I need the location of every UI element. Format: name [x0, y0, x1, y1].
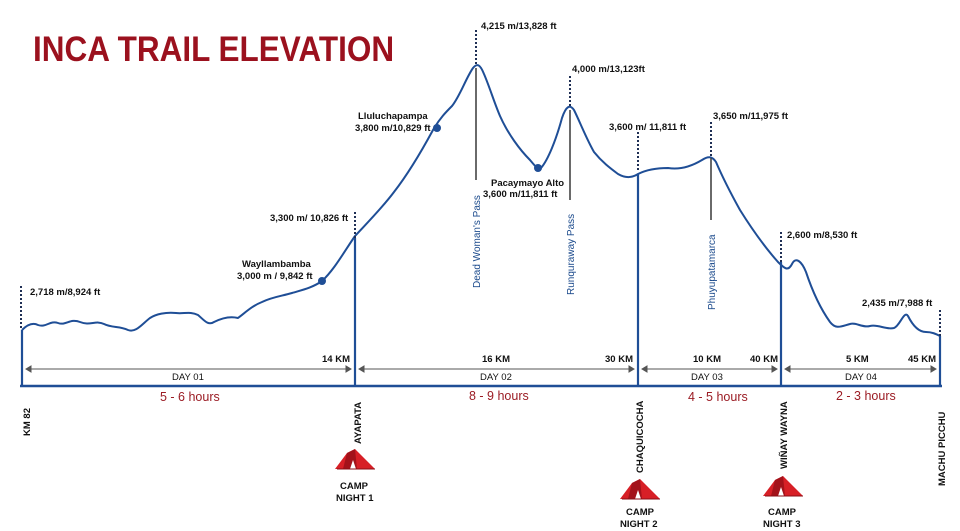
place-km82: KM 82	[22, 408, 33, 436]
waypoint-pacaymayo-dot	[534, 164, 542, 172]
km-marker-30: 30 KM	[605, 354, 633, 365]
lluluchapampa-name: Lluluchapampa	[358, 111, 428, 122]
waypoint-lluluchapampa-dot	[433, 124, 441, 132]
dead-womans-pass-label: Dead Woman's Pass	[472, 195, 483, 288]
runquraway-pass-label: Runquraway Pass	[566, 214, 577, 295]
wayllambamba-elevation: 3,000 m / 9,842 ft	[237, 271, 313, 282]
camp3-line1: CAMP	[768, 507, 797, 518]
day1-label: DAY 01	[172, 372, 204, 383]
start-elevation-label: 2,718 m/8,924 ft	[30, 287, 101, 298]
day4-arrow-right-head	[930, 365, 937, 373]
place-machu-picchu: MACHU PICCHU	[937, 411, 948, 486]
place-winay-wayna: WIÑAY WAYNA	[779, 401, 790, 469]
elevation-profile-line	[21, 64, 941, 337]
km-marker-5: 5 KM	[846, 354, 869, 365]
page-title: INCA TRAIL ELEVATION	[33, 30, 395, 69]
day1-arrow-left-head	[25, 365, 32, 373]
camp1-line2: NIGHT 1	[336, 493, 374, 504]
km-marker-16: 16 KM	[482, 354, 510, 365]
km-marker-40: 40 KM	[750, 354, 778, 365]
phuyupatamarca-pass-label: Phuyupatamarca	[707, 234, 718, 310]
end-elevation-label: 2,435 m/7,988 ft	[862, 298, 933, 309]
camp-tent-icon	[335, 449, 375, 470]
waypoint-wayllambamba-dot	[318, 277, 326, 285]
ayapata-elevation-label: 3,300 m/ 10,826 ft	[270, 213, 349, 224]
day1-hours: 5 - 6 hours	[160, 390, 220, 404]
day4-arrow-left-head	[784, 365, 791, 373]
day3-label: DAY 03	[691, 372, 723, 383]
day2-label: DAY 02	[480, 372, 512, 383]
wayllambamba-name: Wayllambamba	[242, 259, 312, 270]
day4-hours: 2 - 3 hours	[836, 389, 896, 403]
place-chaquicocha: CHAQUICOCHA	[635, 401, 646, 473]
runquraway-elevation-label: 4,000 m/13,123ft	[572, 64, 646, 75]
day2-arrow-left-head	[358, 365, 365, 373]
km-marker-10: 10 KM	[693, 354, 721, 365]
day3-arrow-right-head	[771, 365, 778, 373]
lluluchapampa-elevation: 3,800 m/10,829 ft	[355, 123, 431, 134]
day2-arrow-right-head	[628, 365, 635, 373]
day2-hours: 8 - 9 hours	[469, 389, 529, 403]
dead-womans-elevation-label: 4,215 m/13,828 ft	[481, 21, 557, 32]
camp2-line2: NIGHT 2	[620, 519, 657, 530]
day3-arrow-left-head	[641, 365, 648, 373]
camp-tent-icon	[620, 479, 660, 500]
km-marker-45: 45 KM	[908, 354, 936, 365]
pacaymayo-name: Pacaymayo Alto	[491, 178, 564, 189]
place-ayapata: AYAPATA	[353, 402, 364, 444]
camp-tent-icon	[763, 476, 803, 497]
winay-wayna-elevation-label: 2,600 m/8,530 ft	[787, 230, 858, 241]
day4-label: DAY 04	[845, 372, 877, 383]
pacaymayo-elevation: 3,600 m/11,811 ft	[483, 189, 558, 200]
km-marker-14: 14 KM	[322, 354, 350, 365]
camp2-line1: CAMP	[626, 507, 655, 518]
camp1-line1: CAMP	[340, 481, 369, 492]
chaquicocha-elevation-label: 3,600 m/ 11,811 ft	[609, 122, 687, 133]
camp3-line2: NIGHT 3	[763, 519, 800, 530]
day3-hours: 4 - 5 hours	[688, 390, 748, 404]
day1-arrow-right-head	[345, 365, 352, 373]
phuyupatamarca-elevation-label: 3,650 m/11,975 ft	[713, 111, 789, 122]
